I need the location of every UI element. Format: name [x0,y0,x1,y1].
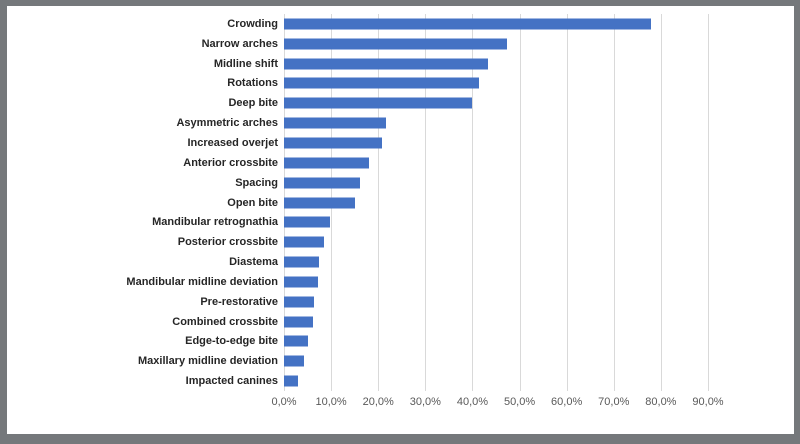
category-label: Posterior crossbite [177,236,278,249]
bar-row: Impacted canines [7,371,708,391]
bar-track [284,292,708,312]
bar-track [284,153,708,173]
gridline [519,14,521,391]
bar-track [284,34,708,54]
category-label: Edge-to-edge bite [185,335,278,348]
x-tick-label: 80,0% [645,396,677,408]
category-label: Maxillary midline deviation [138,355,278,368]
category-label: Midline shift [213,57,278,70]
bar-track [284,173,708,193]
category-label: Anterior crossbite [183,156,278,169]
x-tick-label: 90,0% [692,396,724,408]
x-tick-label: 50,0% [503,396,536,408]
category-label: Narrow arches [201,37,278,50]
bar-row: Anterior crossbite [7,153,708,173]
bar-track [284,252,708,272]
bar-row: Asymmetric arches [7,113,708,133]
category-label: Open bite [227,196,278,209]
gridline [660,14,662,391]
bar-track [284,312,708,332]
x-axis-ticks: 0,0% 10,0% 20,0% 30,0% 40,0% 50,0% 60,0% 70,0% 8… [271,396,723,412]
x-tick-label: 60,0% [551,396,583,408]
bar-track [284,371,708,391]
category-label: Impacted canines [185,375,278,388]
bar-row: Diastema [7,252,708,272]
bar [284,97,473,109]
bar [284,38,507,50]
category-label: Rotations [227,77,278,90]
category-label: Pre-restorative [200,295,278,308]
gridline [378,14,380,391]
bar-track [284,212,708,232]
bar [284,355,304,367]
category-label: Mandibular midline deviation [126,275,278,288]
category-label: Combined crossbite [172,315,278,328]
bar [284,256,319,268]
bar [284,316,314,328]
bar [284,335,309,347]
bar-track [284,113,708,133]
bar-track [284,14,708,34]
bar-row: Mandibular retrognathia [7,212,708,232]
bar-row: Midline shift [7,54,708,74]
category-label: Crowding [227,17,278,30]
bar [284,375,299,387]
bar-track [284,272,708,292]
gridline [708,14,709,391]
bar-row: Rotations [7,74,708,94]
bar [284,58,489,70]
gridline [425,14,427,391]
bar-row: Deep bite [7,93,708,113]
gridline [566,14,568,391]
chart-canvas: Crowding Narrow arches Midline shift Rotati… [7,6,794,434]
category-label: Deep bite [228,97,278,110]
bar [284,157,369,169]
bar-track [284,133,708,153]
gridline [472,14,474,391]
bar-track [284,193,708,213]
category-label: Mandibular retrognathia [152,216,278,229]
bar [284,137,383,149]
gridline [613,14,615,391]
x-tick-label: 0,0% [271,396,297,408]
x-tick-label: 40,0% [456,396,489,408]
bar [284,117,387,129]
bar [284,236,325,248]
category-label: Spacing [235,176,278,189]
bar [284,77,480,89]
bar-rows: Crowding Narrow arches Midline shift Rotati… [7,14,708,391]
bar-row: Edge-to-edge bite [7,332,708,352]
category-label: Asymmetric arches [176,117,278,130]
bar [284,296,315,308]
bar-row: Open bite [7,193,708,213]
bar-row: Narrow arches [7,34,708,54]
bar-row: Maxillary midline deviation [7,351,708,371]
bar-row: Crowding [7,14,708,34]
bar [284,276,318,288]
bar [284,197,356,209]
x-tick-label: 70,0% [598,396,630,408]
bar [284,177,361,189]
bar-row: Posterior crossbite [7,232,708,252]
bar-row: Mandibular midline deviation [7,272,708,292]
bar-track [284,74,708,94]
bar-track [284,54,708,74]
x-tick-label: 30,0% [409,396,441,408]
category-label: Diastema [229,256,278,269]
bar-track [284,332,708,352]
bar-row: Spacing [7,173,708,193]
bar-row: Pre-restorative [7,292,708,312]
bar-track [284,351,708,371]
bar-track [284,232,708,252]
bar [284,216,330,228]
bar-track [284,93,708,113]
bar-row: Combined crossbite [7,312,708,332]
category-label: Increased overjet [187,136,279,149]
bar-row: Increased overjet [7,133,708,153]
x-tick-label: 20,0% [362,396,394,408]
x-tick-label: 10,0% [315,396,347,408]
bar [284,18,652,30]
